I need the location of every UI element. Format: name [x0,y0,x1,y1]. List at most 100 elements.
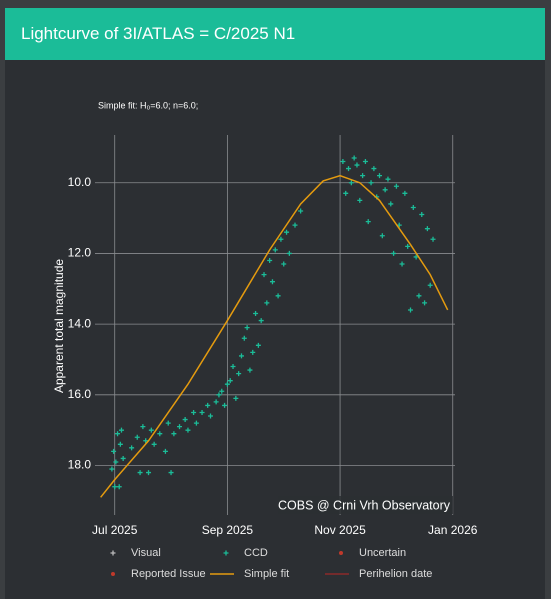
data-point [402,190,408,196]
data-point [222,402,228,408]
data-point [171,431,177,437]
data-point [422,300,428,306]
data-point [351,155,357,161]
data-point [205,402,211,408]
x-tick-label: Jan 2026 [428,523,478,537]
data-point [391,250,397,256]
legend-label: Visual [131,547,161,559]
data-point [362,159,368,165]
fit-line [100,174,449,498]
data-point [348,180,354,186]
legend-label: Uncertain [359,547,406,559]
data-point [227,378,233,384]
legend-marker [223,550,229,556]
data-point [185,427,191,433]
data-point [427,282,433,288]
legend-label: Reported Issue [131,568,206,580]
y-tick-label: 10.0 [68,175,92,189]
data-point [410,204,416,210]
y-tick-label: 12.0 [68,246,92,260]
data-point [165,420,171,426]
data-point [140,424,146,430]
credit: COBS @ Crni Vrh Observatory [278,498,451,512]
data-point [354,162,360,168]
data-point [182,417,188,423]
data-point [224,381,230,387]
data-point [148,427,154,433]
data-point [357,197,363,203]
data-point [213,399,219,405]
legend-marker [339,551,343,555]
data-point [115,431,121,437]
data-point [250,349,256,355]
data-point [281,261,287,267]
data-point [143,438,149,444]
data-point [255,342,261,348]
panel: Lightcurve of 3I/ATLAS = C/2025 N1 [5,8,545,599]
data-point [236,371,242,377]
data-point [419,212,425,218]
x-tick-label: Sep 2025 [202,523,254,537]
y-tick-label: 18.0 [68,458,92,472]
data-point [151,441,157,447]
data-point [120,455,126,461]
data-point [340,159,346,165]
legend-label: Perihelion date [359,568,432,580]
data-point [216,392,222,398]
data-point [146,470,152,476]
data-point [233,395,239,401]
data-point [360,173,366,179]
data-point [343,190,349,196]
data-point [424,226,430,232]
data-point [430,236,436,242]
data-point [253,311,259,317]
data-point [382,187,388,193]
data-point [112,484,118,490]
data-point [134,434,140,440]
data-point [113,459,119,465]
data-point [162,448,168,454]
data-point [264,300,270,306]
data-point [267,257,273,263]
data-point [129,445,135,451]
data-point [111,448,117,454]
legend-label: Simple fit [244,568,289,580]
data-point [284,229,290,235]
data-point [193,420,199,426]
data-point [219,388,225,394]
data-point [405,243,411,249]
data-point [399,261,405,267]
data-point [241,335,247,341]
data-point [191,409,197,415]
data-point [244,325,250,331]
data-point [379,233,385,239]
data-point [278,236,284,242]
data-point [371,166,377,172]
data-point [258,318,264,324]
data-point [157,431,163,437]
data-point [275,293,281,299]
data-point [168,470,174,476]
data-point [407,307,413,313]
data-point [118,427,124,433]
data-point [272,247,278,253]
data-point [199,409,205,415]
y-tick-label: 16.0 [68,387,92,401]
data-point [177,424,183,430]
data-point [292,222,298,228]
data-point [416,293,422,299]
data-point [365,219,371,225]
legend-label: CCD [244,547,268,559]
data-point [116,484,122,490]
data-point [247,367,253,373]
data-point [117,441,123,447]
data-point [261,272,267,278]
data-point [393,183,399,189]
data-point [238,353,244,359]
data-point [377,173,383,179]
data-point [137,470,143,476]
y-axis-label: Apparent total magnitude [52,259,66,393]
data-point [230,364,236,370]
credit-bg [278,496,453,514]
